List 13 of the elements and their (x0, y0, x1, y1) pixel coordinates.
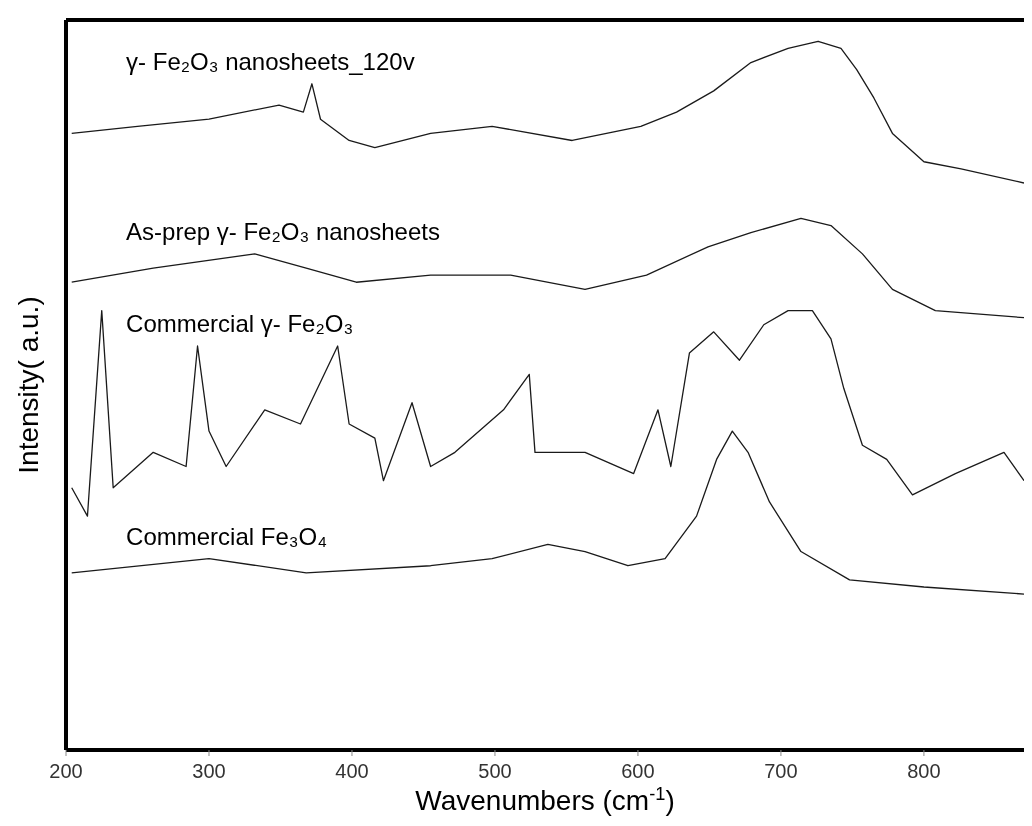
x-tick-label: 800 (907, 760, 941, 782)
x-tick-label: 300 (192, 760, 226, 782)
series-label: As-prep γ- Fe₂O₃ nanosheets (126, 217, 440, 245)
x-tick-label: 600 (621, 760, 655, 782)
series-label: Commercial Fe₃O₄ (126, 522, 328, 550)
x-tick-label: 200 (49, 760, 83, 782)
x-tick-label: 700 (764, 760, 798, 782)
x-tick-label: 400 (335, 760, 369, 782)
x-axis-title: Wavenumbers (cm$^{-1}$) (415, 784, 675, 816)
y-axis-title: Intensity( a.u.) (13, 296, 44, 474)
series-label: γ- Fe₂O₃ nanosheets_120v (126, 47, 415, 75)
x-tick-label: 500 (478, 760, 512, 782)
series-label: Commercial γ- Fe₂O₃ (126, 310, 354, 338)
